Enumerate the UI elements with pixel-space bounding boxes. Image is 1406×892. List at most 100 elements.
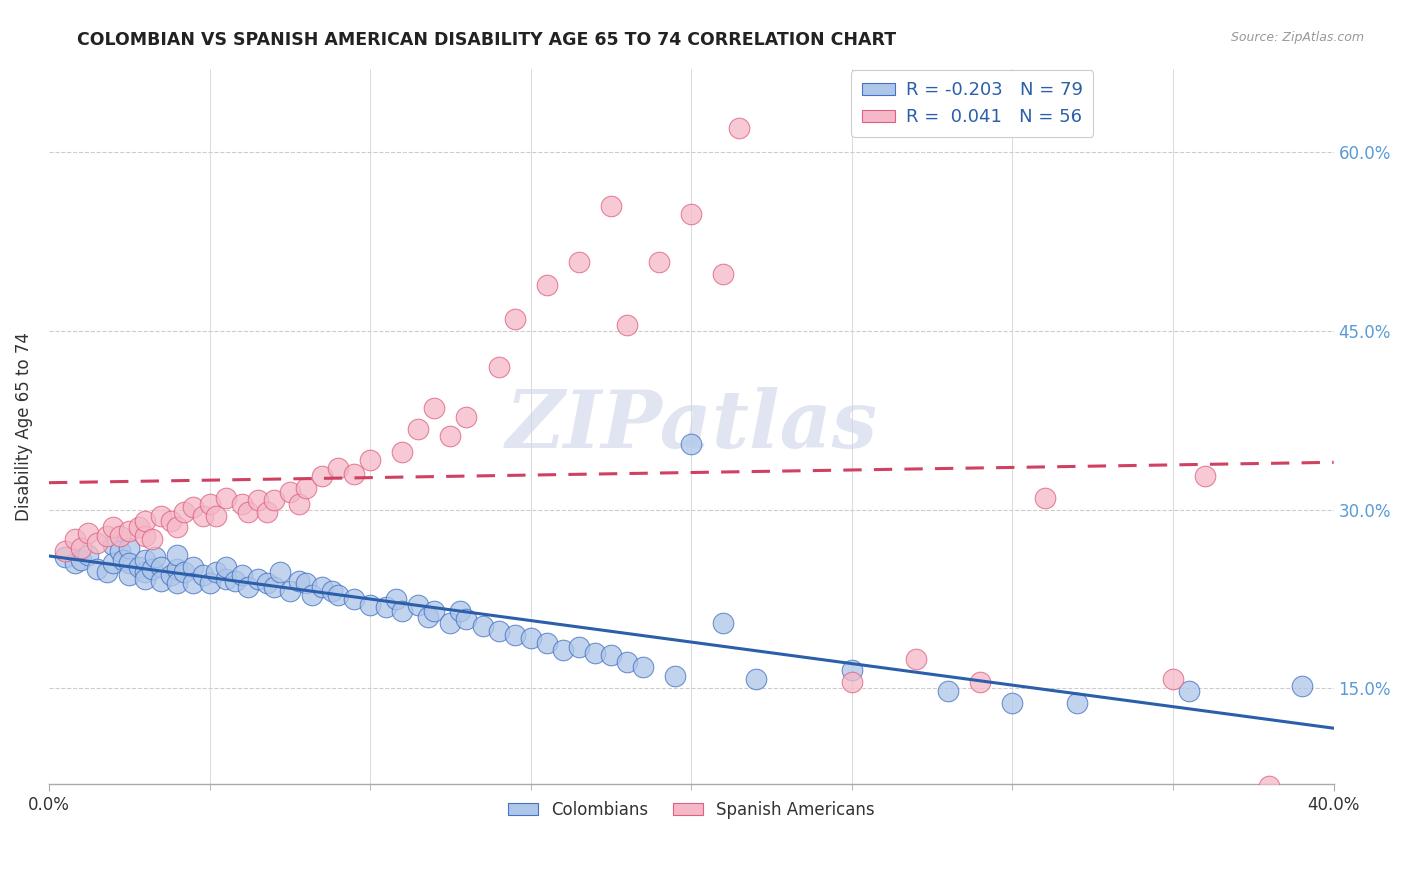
Point — [503, 628, 526, 642]
Point — [143, 550, 166, 565]
Point — [1001, 696, 1024, 710]
Point — [600, 648, 623, 662]
Point — [616, 655, 638, 669]
Point — [236, 580, 259, 594]
Point — [183, 559, 205, 574]
Point — [343, 467, 366, 481]
Point — [343, 591, 366, 606]
Point — [664, 669, 686, 683]
Point — [53, 544, 76, 558]
Point — [936, 683, 959, 698]
Point — [246, 493, 269, 508]
Point — [681, 207, 703, 221]
Point — [134, 565, 156, 579]
Point — [103, 520, 125, 534]
Point — [295, 576, 318, 591]
Point — [256, 576, 278, 591]
Point — [311, 469, 333, 483]
Point — [301, 588, 323, 602]
Point — [503, 311, 526, 326]
Point — [391, 445, 413, 459]
Point — [63, 533, 86, 547]
Point — [160, 568, 183, 582]
Point — [648, 254, 671, 268]
Legend: Colombians, Spanish Americans: Colombians, Spanish Americans — [501, 794, 882, 825]
Point — [205, 565, 228, 579]
Point — [326, 460, 349, 475]
Point — [551, 643, 574, 657]
Point — [134, 515, 156, 529]
Point — [278, 484, 301, 499]
Point — [423, 401, 446, 416]
Point — [103, 538, 125, 552]
Point — [519, 632, 541, 646]
Point — [631, 660, 654, 674]
Point — [63, 556, 86, 570]
Point — [205, 508, 228, 523]
Point — [391, 604, 413, 618]
Y-axis label: Disability Age 65 to 74: Disability Age 65 to 74 — [15, 332, 32, 521]
Point — [744, 672, 766, 686]
Point — [166, 576, 188, 591]
Point — [111, 552, 134, 566]
Point — [713, 267, 735, 281]
Point — [263, 493, 285, 508]
Point — [191, 508, 214, 523]
Point — [423, 604, 446, 618]
Point — [311, 580, 333, 594]
Point — [150, 574, 173, 588]
Point — [536, 278, 558, 293]
Point — [449, 604, 471, 618]
Point — [103, 556, 125, 570]
Point — [166, 562, 188, 576]
Point — [471, 619, 494, 633]
Point — [536, 636, 558, 650]
Point — [246, 572, 269, 586]
Point — [141, 562, 163, 576]
Point — [70, 541, 93, 555]
Point — [439, 615, 461, 630]
Point — [128, 559, 150, 574]
Point — [160, 515, 183, 529]
Point — [214, 559, 236, 574]
Point — [214, 572, 236, 586]
Point — [236, 505, 259, 519]
Point — [326, 588, 349, 602]
Point — [456, 409, 478, 424]
Point — [1291, 679, 1313, 693]
Point — [600, 198, 623, 212]
Point — [198, 576, 221, 591]
Point — [173, 565, 195, 579]
Point — [173, 505, 195, 519]
Point — [288, 574, 311, 588]
Point — [96, 565, 118, 579]
Point — [263, 580, 285, 594]
Point — [385, 591, 408, 606]
Point — [76, 548, 98, 562]
Point — [183, 500, 205, 515]
Point — [134, 572, 156, 586]
Point — [439, 428, 461, 442]
Point — [1178, 683, 1201, 698]
Point — [141, 533, 163, 547]
Point — [713, 615, 735, 630]
Point — [108, 544, 131, 558]
Point — [681, 437, 703, 451]
Point — [86, 536, 108, 550]
Point — [214, 491, 236, 505]
Point — [86, 562, 108, 576]
Point — [728, 121, 751, 136]
Point — [134, 552, 156, 566]
Point — [183, 576, 205, 591]
Point — [359, 598, 381, 612]
Point — [408, 421, 430, 435]
Point — [568, 640, 591, 654]
Point — [108, 529, 131, 543]
Point — [408, 598, 430, 612]
Point — [969, 675, 991, 690]
Point — [118, 568, 141, 582]
Point — [118, 541, 141, 555]
Point — [568, 254, 591, 268]
Point — [288, 497, 311, 511]
Point — [198, 497, 221, 511]
